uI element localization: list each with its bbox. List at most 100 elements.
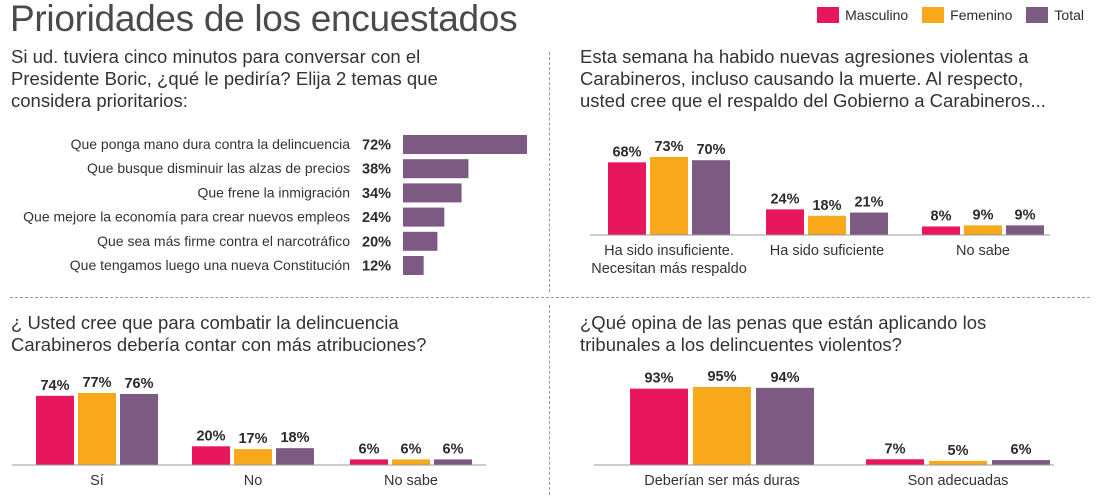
category-label: No <box>244 473 263 489</box>
question-priorities: Si ud. tuviera cinco minutos para conver… <box>11 46 438 112</box>
chart-penas: 93% 95% 94% Deberían ser más duras 7% 5% 6%Son… <box>594 369 1054 489</box>
value-label: 5% <box>948 443 969 459</box>
value-label: 38% <box>362 162 391 178</box>
category-label: Que mejore la economía para crear nuevos… <box>23 209 350 225</box>
category-label: Deberían ser más duras <box>644 473 800 489</box>
category-label: Ha sido insuficiente. <box>604 243 734 259</box>
value-label: 72% <box>362 138 391 154</box>
value-label: 12% <box>362 259 391 275</box>
value-label: 70% <box>696 142 725 158</box>
bar <box>630 388 688 465</box>
category-label: Que sea más firme contra el narcotráfico <box>97 233 350 249</box>
question-penas: ¿Qué opina de las penas que están aplica… <box>580 312 986 356</box>
category-label: Que busque disminuir las alzas de precio… <box>87 160 350 176</box>
bar <box>693 387 751 465</box>
bar <box>608 162 646 235</box>
value-label: 24% <box>770 191 799 207</box>
legend-item-total: Total <box>1026 7 1084 23</box>
question-line: considera prioritarios: <box>11 90 188 111</box>
value-label: 76% <box>124 376 153 392</box>
category-label: Que tengamos luego una nueva Constitució… <box>70 257 350 273</box>
value-label: 6% <box>401 441 422 457</box>
bar <box>692 160 730 235</box>
question-line: ¿ Usted cree que para combatir la delinc… <box>11 312 399 333</box>
category-label: Ha sido suficiente <box>770 243 884 259</box>
question-line: ¿Qué opina de las penas que están aplica… <box>580 312 987 333</box>
legend-item-masculino: Masculino <box>817 7 908 23</box>
bar <box>403 135 527 154</box>
category-label: Que ponga mano dura contra la delincuenc… <box>71 136 351 152</box>
question-line: Carabineros debería contar con más atrib… <box>11 334 427 355</box>
bar <box>234 449 272 465</box>
bar <box>276 448 314 465</box>
value-label: 8% <box>931 208 952 224</box>
value-label: 94% <box>770 370 799 386</box>
divider-vertical-bottom <box>549 305 550 495</box>
value-label: 73% <box>654 139 683 155</box>
legend-label-total: Total <box>1054 7 1084 23</box>
question-line: Si ud. tuviera cinco minutos para conver… <box>11 46 421 67</box>
value-label: 6% <box>1011 442 1032 458</box>
bar <box>403 256 424 275</box>
value-label: 7% <box>885 441 906 457</box>
value-label: 20% <box>196 428 225 444</box>
bar <box>964 225 1002 235</box>
page-title: Prioridades de los encuestados <box>10 0 518 39</box>
bar <box>36 395 74 465</box>
legend-label-femenino: Femenino <box>950 7 1013 23</box>
legend-swatch-total <box>1026 7 1049 23</box>
bar <box>403 207 445 227</box>
bar <box>808 215 846 235</box>
category-label: Necesitan más respaldo <box>591 261 747 277</box>
value-label: 95% <box>707 369 736 385</box>
value-label: 6% <box>443 441 464 457</box>
question-atribuciones: ¿ Usted cree que para combatir la delinc… <box>11 312 426 356</box>
bar <box>992 460 1050 465</box>
question-respaldo: Esta semana ha habido nuevas agresiones … <box>580 46 1046 112</box>
question-line: Esta semana ha habido nuevas agresiones … <box>580 46 1029 67</box>
bar <box>866 459 924 465</box>
bar <box>922 226 960 235</box>
category-label: No sabe <box>956 243 1010 259</box>
bar <box>350 459 388 465</box>
question-line: tribunales a los delincuentes violentos? <box>580 334 902 355</box>
legend-swatch-femenino <box>922 7 945 23</box>
bar <box>192 446 230 465</box>
category-label: No sabe <box>384 473 438 489</box>
divider-vertical-top <box>549 52 550 292</box>
value-label: 34% <box>362 186 391 202</box>
category-label: Son adecuadas <box>908 473 1009 489</box>
value-label: 18% <box>280 430 309 446</box>
chart-priorities: Que ponga mano dura contra la delincuenc… <box>23 135 527 275</box>
value-label: 21% <box>854 195 883 211</box>
value-label: 68% <box>612 144 641 160</box>
question-line: Carabineros, incluso causando la muerte.… <box>580 68 1024 89</box>
value-label: 93% <box>644 371 673 387</box>
category-label: Sí <box>90 473 104 489</box>
chart-respaldo: 68% 73% 70% Ha sido insuficiente. Necesitan … <box>590 139 1050 277</box>
question-line: usted cree que el respaldo del Gobierno … <box>580 90 1046 111</box>
value-label: 74% <box>40 378 69 394</box>
value-label: 9% <box>973 207 994 223</box>
bar <box>120 393 158 465</box>
legend-label-masculino: Masculino <box>845 7 909 23</box>
legend-swatch-masculino <box>817 7 840 23</box>
bar <box>403 159 469 179</box>
value-label: 24% <box>362 210 391 226</box>
bar <box>929 460 987 465</box>
bar <box>850 212 888 235</box>
bar <box>403 231 438 251</box>
legend: Masculino Femenino Total <box>811 7 1084 23</box>
value-label: 6% <box>359 441 380 457</box>
category-label: Que frene la inmigración <box>197 184 350 200</box>
bar <box>403 183 462 203</box>
bar <box>78 393 116 465</box>
value-label: 18% <box>812 198 841 214</box>
value-label: 9% <box>1015 207 1036 223</box>
bar <box>1006 225 1044 235</box>
bar <box>766 209 804 235</box>
value-label: 17% <box>238 431 267 447</box>
value-label: 77% <box>82 375 111 391</box>
bar <box>650 157 688 235</box>
